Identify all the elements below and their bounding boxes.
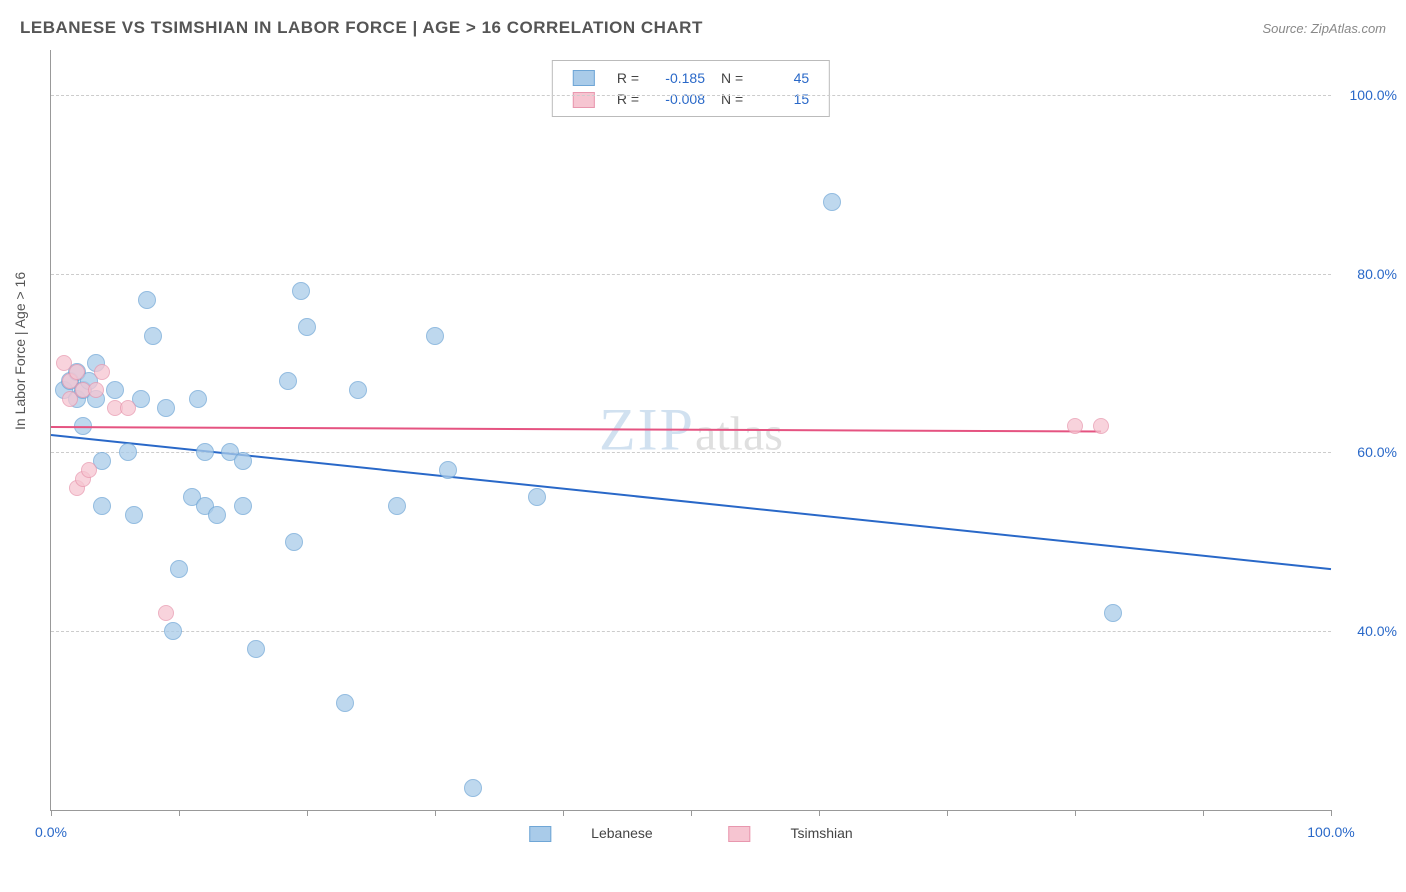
data-point-lebanese: [292, 282, 310, 300]
y-axis-label: In Labor Force | Age > 16: [12, 272, 28, 430]
xtick-label: 100.0%: [1307, 824, 1354, 840]
data-point-lebanese: [349, 381, 367, 399]
legend-label-tsimshian: Tsimshian: [790, 825, 852, 841]
data-point-lebanese: [119, 443, 137, 461]
xtick: [1331, 810, 1332, 816]
data-point-tsimshian: [1093, 418, 1109, 434]
data-point-tsimshian: [158, 605, 174, 621]
xtick: [691, 810, 692, 816]
xtick: [435, 810, 436, 816]
ytick-label: 60.0%: [1357, 444, 1397, 460]
ytick-label: 80.0%: [1357, 266, 1397, 282]
data-point-lebanese: [298, 318, 316, 336]
data-point-lebanese: [196, 443, 214, 461]
data-point-lebanese: [464, 779, 482, 797]
legend-n-label: N =: [713, 88, 751, 109]
data-point-lebanese: [439, 461, 457, 479]
data-point-lebanese: [426, 327, 444, 345]
xtick: [179, 810, 180, 816]
xtick: [51, 810, 52, 816]
scatter-chart: ZIPatlas R = -0.185 N = 45 R = -0.008 N …: [50, 50, 1331, 811]
legend-n-value-tsimshian: 15: [751, 88, 817, 109]
data-point-lebanese: [125, 506, 143, 524]
data-point-tsimshian: [94, 364, 110, 380]
data-point-lebanese: [144, 327, 162, 345]
xtick: [947, 810, 948, 816]
swatch-tsimshian-bottom: [729, 826, 751, 842]
data-point-lebanese: [247, 640, 265, 658]
xtick: [563, 810, 564, 816]
legend-n-label: N =: [713, 67, 751, 88]
legend-row-tsimshian: R = -0.008 N = 15: [565, 88, 817, 109]
data-point-lebanese: [823, 193, 841, 211]
data-point-tsimshian: [120, 400, 136, 416]
gridline-h: [51, 95, 1331, 96]
legend-label-lebanese: Lebanese: [591, 825, 653, 841]
data-point-lebanese: [1104, 604, 1122, 622]
legend-n-value-lebanese: 45: [751, 67, 817, 88]
data-point-lebanese: [279, 372, 297, 390]
xtick: [1075, 810, 1076, 816]
ytick-label: 40.0%: [1357, 623, 1397, 639]
legend-row-lebanese: R = -0.185 N = 45: [565, 67, 817, 88]
trend-line-tsimshian: [51, 426, 1101, 432]
swatch-lebanese-bottom: [529, 826, 551, 842]
data-point-lebanese: [138, 291, 156, 309]
xtick: [819, 810, 820, 816]
data-point-lebanese: [189, 390, 207, 408]
data-point-lebanese: [388, 497, 406, 515]
gridline-h: [51, 274, 1331, 275]
data-point-lebanese: [170, 560, 188, 578]
data-point-tsimshian: [81, 462, 97, 478]
series-legend: Lebanese Tsimshian: [493, 825, 888, 842]
chart-title: LEBANESE VS TSIMSHIAN IN LABOR FORCE | A…: [20, 18, 703, 38]
data-point-lebanese: [234, 452, 252, 470]
data-point-lebanese: [285, 533, 303, 551]
data-point-tsimshian: [69, 364, 85, 380]
data-point-lebanese: [234, 497, 252, 515]
legend-r-label: R =: [609, 67, 647, 88]
legend-item-lebanese: Lebanese: [511, 825, 674, 841]
data-point-lebanese: [336, 694, 354, 712]
data-point-lebanese: [528, 488, 546, 506]
chart-header: LEBANESE VS TSIMSHIAN IN LABOR FORCE | A…: [20, 18, 1386, 38]
xtick-label: 0.0%: [35, 824, 67, 840]
correlation-legend: R = -0.185 N = 45 R = -0.008 N = 15: [552, 60, 830, 117]
legend-r-value-lebanese: -0.185: [647, 67, 713, 88]
legend-r-label: R =: [609, 88, 647, 109]
legend-r-value-tsimshian: -0.008: [647, 88, 713, 109]
ytick-label: 100.0%: [1350, 87, 1397, 103]
data-point-tsimshian: [88, 382, 104, 398]
data-point-lebanese: [106, 381, 124, 399]
data-point-lebanese: [164, 622, 182, 640]
gridline-h: [51, 631, 1331, 632]
data-point-lebanese: [208, 506, 226, 524]
data-point-tsimshian: [1067, 418, 1083, 434]
xtick: [1203, 810, 1204, 816]
data-point-lebanese: [93, 497, 111, 515]
data-point-lebanese: [157, 399, 175, 417]
legend-item-tsimshian: Tsimshian: [711, 825, 871, 841]
swatch-lebanese: [573, 70, 595, 86]
xtick: [307, 810, 308, 816]
chart-source: Source: ZipAtlas.com: [1262, 21, 1386, 36]
